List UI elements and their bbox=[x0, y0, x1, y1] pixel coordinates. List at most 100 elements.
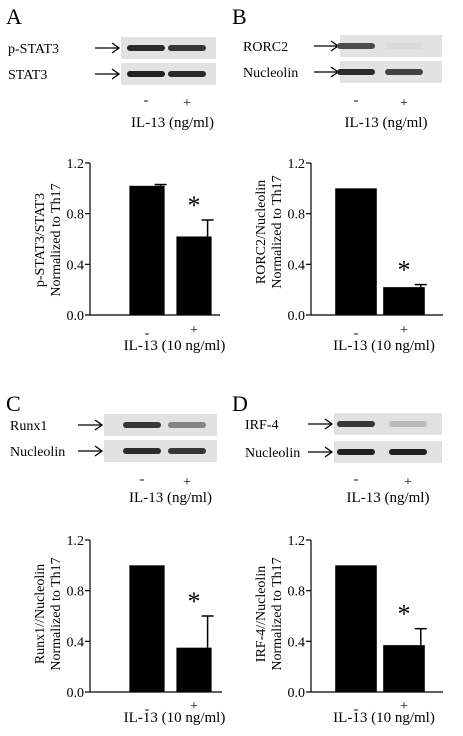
blot-strip bbox=[334, 413, 442, 435]
category-label: + bbox=[190, 323, 198, 338]
bar bbox=[129, 565, 165, 692]
y-tick-label: 1.2 bbox=[67, 157, 85, 172]
lane-sign: + bbox=[183, 96, 191, 111]
significance-star: * bbox=[188, 587, 201, 616]
lane-sign: + bbox=[404, 475, 412, 490]
panel-c: C Runx1 Nucleolin - +IL-13 (ng/ml) bbox=[6, 391, 217, 506]
category-label: + bbox=[400, 323, 408, 338]
lane-sign: + bbox=[400, 96, 408, 111]
treatment-label: IL-13 (ng/ml) bbox=[347, 490, 430, 506]
bar-chart-2: 0.0 0.4 0.8 1.2 RORC2/Nucleolin Normalized to… bbox=[254, 157, 443, 354]
blot-band bbox=[123, 448, 161, 454]
arrow-head-icon bbox=[111, 42, 121, 54]
panel-letter: C bbox=[6, 391, 21, 416]
y-tick-label: 0.0 bbox=[67, 309, 85, 324]
y-tick-label: 0.8 bbox=[67, 208, 85, 223]
lane-sign: - bbox=[144, 93, 149, 108]
arrow-head-icon bbox=[94, 445, 104, 457]
treatment-label: IL-13 (ng/ml) bbox=[129, 490, 212, 506]
y-tick-label: 1.2 bbox=[67, 534, 85, 549]
panel-letter: D bbox=[232, 391, 248, 416]
blot-row-label: Nucleolin bbox=[245, 446, 300, 461]
category-label: + bbox=[190, 699, 198, 714]
panel-a: Ap-STAT3 STAT3 - + IL-13 (ng/ml) bbox=[6, 4, 216, 131]
panel-b: B RORC2 Nucleolin - + IL-13 (ng/ml) bbox=[232, 4, 442, 131]
lane-sign: - bbox=[354, 472, 359, 487]
panel-letter: B bbox=[232, 4, 247, 29]
y-tick-label: 0.4 bbox=[67, 635, 85, 650]
blot-band bbox=[168, 71, 206, 77]
x-axis-label: IL-13 (10 ng/ml) bbox=[333, 710, 435, 726]
y-axis-label: Runx1//Nucleolin bbox=[33, 564, 48, 664]
y-axis-label: p-STAT3/STAT3 bbox=[33, 193, 48, 287]
bar bbox=[383, 645, 425, 692]
treatment-label: IL-13 (ng/ml) bbox=[345, 115, 428, 131]
treatment-label: IL-13 (ng/ml) bbox=[131, 115, 214, 131]
y-tick-label: 0.0 bbox=[288, 309, 306, 324]
blot-band bbox=[389, 421, 427, 427]
blot-band bbox=[127, 71, 165, 77]
lane-sign: - bbox=[354, 93, 359, 108]
blot-band bbox=[127, 45, 165, 51]
blot-row-label: Nucleolin bbox=[243, 66, 298, 81]
y-tick-label: 0.8 bbox=[288, 585, 306, 600]
panel-letter: A bbox=[6, 4, 22, 29]
blot-row-label: STAT3 bbox=[8, 68, 47, 83]
bar bbox=[383, 287, 425, 315]
y-axis-label: IRF-4//Nucleolin bbox=[254, 566, 269, 662]
arrow-head-icon bbox=[94, 419, 104, 431]
western-blot: RORC2 Nucleolin bbox=[243, 35, 442, 83]
significance-star: * bbox=[398, 256, 411, 285]
y-axis-label: RORC2/Nucleolin bbox=[254, 180, 269, 284]
lane-sign: + bbox=[183, 475, 191, 490]
bar bbox=[176, 647, 212, 692]
y-axis-label: Normalized to Th17 bbox=[49, 557, 64, 670]
blot-band bbox=[337, 449, 375, 455]
x-axis-label: IL-13 (10 ng/ml) bbox=[333, 338, 435, 354]
bar bbox=[176, 236, 212, 315]
blot-band bbox=[168, 422, 206, 428]
arrow-head-icon bbox=[111, 68, 121, 80]
panel-d: D IRF-4 Nucleolin - +IL-13 (ng/ml) bbox=[232, 391, 442, 506]
y-tick-label: 1.2 bbox=[288, 157, 306, 172]
bar-chart-4: 0.0 0.4 0.8 1.2 IRF-4//Nucleolin Normalized t… bbox=[254, 534, 443, 726]
blot-strip bbox=[334, 441, 442, 463]
y-axis-label: Normalized to Th17 bbox=[270, 175, 285, 288]
blot-row-label: Runx1 bbox=[10, 419, 47, 434]
blot-band bbox=[337, 421, 375, 427]
y-tick-label: 0.0 bbox=[67, 686, 85, 701]
western-blot: p-STAT3 STAT3 bbox=[8, 37, 216, 85]
category-label: - bbox=[354, 326, 359, 341]
bar bbox=[335, 188, 377, 315]
y-tick-label: 0.0 bbox=[288, 686, 306, 701]
blot-band bbox=[337, 43, 375, 49]
western-blot: Runx1 Nucleolin bbox=[10, 414, 217, 462]
bar-chart-3: 0.0 0.4 0.8 1.2 Runx1//Nucleolin Normalized t… bbox=[33, 534, 225, 726]
x-axis-label: IL-13 (10 ng/ml) bbox=[124, 710, 226, 726]
blot-band bbox=[168, 448, 206, 454]
blot-band bbox=[389, 449, 427, 455]
y-tick-label: 0.8 bbox=[288, 208, 306, 223]
category-label: - bbox=[145, 326, 150, 341]
y-tick-label: 1.2 bbox=[288, 534, 306, 549]
y-axis-label: Normalized to Th17 bbox=[270, 557, 285, 670]
significance-star: * bbox=[398, 600, 411, 629]
bar bbox=[129, 185, 165, 315]
blot-band bbox=[385, 43, 423, 49]
blot-band bbox=[337, 69, 375, 75]
x-axis-label: IL-13 (10 ng/ml) bbox=[124, 338, 226, 354]
category-label: + bbox=[400, 699, 408, 714]
category-label: - bbox=[145, 702, 150, 717]
blot-band bbox=[385, 69, 423, 75]
arrow-head-icon bbox=[324, 446, 334, 458]
blot-band bbox=[123, 422, 161, 428]
blot-band bbox=[168, 45, 206, 51]
bar bbox=[335, 565, 377, 692]
significance-star: * bbox=[188, 191, 201, 220]
blot-row-label: RORC2 bbox=[243, 40, 288, 55]
category-label: - bbox=[354, 702, 359, 717]
y-tick-label: 0.4 bbox=[288, 635, 306, 650]
arrow-head-icon bbox=[324, 418, 334, 430]
y-axis-label: Normalized to Th17 bbox=[49, 183, 64, 296]
